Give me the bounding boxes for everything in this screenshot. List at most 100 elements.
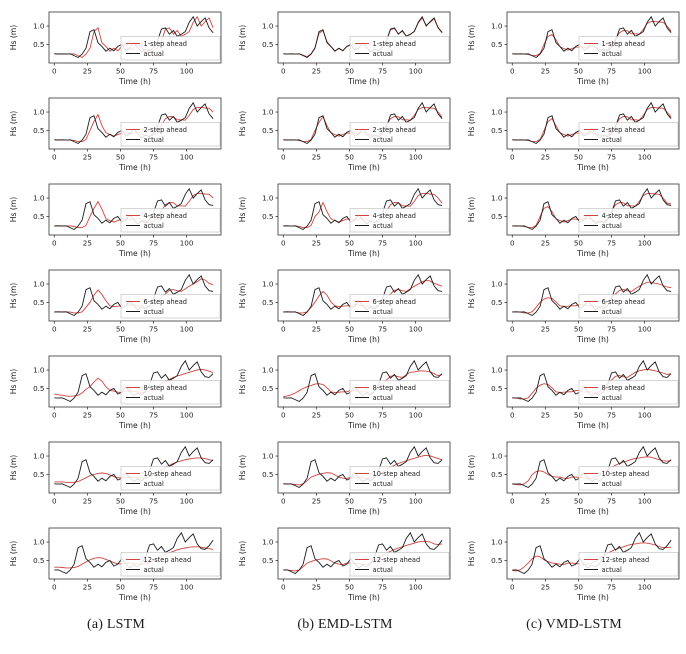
y-tick-label: 1.0 (491, 452, 503, 461)
x-tick-label: 100 (638, 239, 652, 248)
legend-label-actual: actual (602, 480, 622, 488)
legend: 12-step ahead actual (120, 552, 221, 577)
x-tick-label: 25 (541, 239, 550, 248)
y-tick-label: 1.0 (491, 280, 503, 289)
x-axis-label: Time (h) (118, 77, 151, 86)
y-axis-label: Hs (m) (238, 369, 247, 394)
legend-label-actual: actual (602, 394, 622, 402)
x-tick-label: 100 (180, 325, 194, 334)
x-tick-label: 75 (378, 325, 387, 334)
legend-label-predicted: 1-step ahead (144, 40, 187, 48)
legend-box (349, 122, 450, 147)
x-tick-label: 0 (52, 583, 57, 592)
x-tick-label: 25 (312, 411, 321, 420)
x-tick-label: 75 (149, 67, 158, 76)
y-axis-label: Hs (m) (238, 283, 247, 308)
x-tick-label: 100 (180, 67, 194, 76)
subplot-emd-1-step-ahead: 0 25 50 75 100 0.5 1.0 Time (h) Hs (m) 1-step ahe… (238, 11, 451, 86)
legend-label-predicted: 6-step ahead (373, 298, 416, 306)
caption-emd-lstm: (b) EMD-LSTM (297, 617, 393, 632)
legend-label-actual: actual (373, 50, 393, 58)
legend-box (349, 466, 450, 491)
x-tick-label: 0 (510, 583, 515, 592)
x-tick-label: 25 (83, 325, 92, 334)
plot-frame (277, 269, 451, 322)
x-axis-label: Time (h) (347, 335, 380, 344)
x-axis-label: Time (h) (118, 593, 151, 602)
y-tick-label: 1.0 (33, 108, 45, 117)
legend: 4-step ahead actual (120, 208, 221, 233)
x-tick-label: 75 (607, 153, 616, 162)
legend-label-actual: actual (373, 136, 393, 144)
subplot-lstm-6-step-ahead: 0 25 50 75 100 0.5 1.0 Time (h) Hs (m) 6-step ahe… (9, 269, 222, 344)
x-tick-label: 100 (409, 583, 423, 592)
y-tick-label: 0.5 (491, 40, 502, 49)
subplot-lstm-12-step-ahead: 0 25 50 75 100 0.5 1.0 Time (h) Hs (m) 12-step ah… (9, 527, 222, 602)
subplot-emd-2-step-ahead: 0 25 50 75 100 0.5 1.0 Time (h) Hs (m) 2-step ahe… (238, 97, 451, 172)
subplot-emd-10-step-ahead: 0 25 50 75 100 0.5 1.0 Time (h) Hs (m) 10-step ah… (238, 441, 451, 516)
x-axis-label: Time (h) (576, 421, 609, 430)
x-tick-label: 75 (149, 411, 158, 420)
plot-frame (48, 269, 222, 322)
x-tick-label: 100 (409, 411, 423, 420)
panels-vmd-lstm: 0 25 50 75 100 0.5 1.0 Time (h) Hs (m) 1-step ahe… (463, 6, 685, 608)
y-axis-label: Hs (m) (467, 283, 476, 308)
x-tick-label: 50 (574, 153, 584, 162)
x-axis-label: Time (h) (576, 163, 609, 172)
x-axis-label: Time (h) (118, 507, 151, 516)
x-tick-label: 100 (638, 583, 652, 592)
y-tick-label: 0.5 (491, 470, 502, 479)
subplot-emd-4-step-ahead: 0 25 50 75 100 0.5 1.0 Time (h) Hs (m) 4-step ahe… (238, 183, 451, 258)
legend-box (349, 36, 450, 61)
legend-box (578, 552, 679, 577)
legend: 8-step ahead actual (120, 380, 221, 405)
legend: 12-step ahead actual (578, 552, 679, 577)
legend-label-predicted: 6-step ahead (144, 298, 187, 306)
subplot-vmd-6-step-ahead: 0 25 50 75 100 0.5 1.0 Time (h) Hs (m) 6-step ahe… (467, 269, 680, 344)
x-tick-label: 25 (541, 411, 550, 420)
plot-frame (277, 355, 451, 408)
y-axis-label: Hs (m) (467, 25, 476, 50)
x-tick-label: 100 (638, 67, 652, 76)
legend-box (120, 122, 221, 147)
x-tick-label: 75 (149, 583, 158, 592)
x-tick-label: 25 (541, 583, 550, 592)
legend-label-actual: actual (144, 394, 164, 402)
y-tick-label: 1.0 (262, 280, 274, 289)
x-tick-label: 25 (541, 153, 550, 162)
x-tick-label: 50 (116, 67, 126, 76)
x-tick-label: 100 (180, 497, 194, 506)
legend-label-actual: actual (602, 308, 622, 316)
x-tick-label: 100 (638, 497, 652, 506)
caption-lstm: (a) LSTM (87, 617, 145, 632)
column-emd-lstm: 0 25 50 75 100 0.5 1.0 Time (h) Hs (m) 1-step ahe… (234, 6, 456, 633)
y-axis-label: Hs (m) (9, 25, 18, 50)
x-axis-label: Time (h) (347, 507, 380, 516)
x-tick-label: 25 (312, 497, 321, 506)
y-tick-label: 1.0 (33, 22, 45, 31)
x-tick-label: 100 (409, 239, 423, 248)
legend-box (120, 208, 221, 233)
x-tick-label: 75 (378, 497, 387, 506)
subplot-vmd-1-step-ahead: 0 25 50 75 100 0.5 1.0 Time (h) Hs (m) 1-step ahe… (467, 11, 680, 86)
x-tick-label: 50 (345, 497, 355, 506)
plot-frame (277, 527, 451, 580)
x-tick-label: 100 (409, 153, 423, 162)
x-axis-label: Time (h) (576, 507, 609, 516)
subplot-lstm-2-step-ahead: 0 25 50 75 100 0.5 1.0 Time (h) Hs (m) 2-step ahe… (9, 97, 222, 172)
legend-box (578, 36, 679, 61)
x-tick-label: 0 (281, 153, 286, 162)
x-tick-label: 100 (409, 497, 423, 506)
plot-frame (506, 355, 680, 408)
y-axis-label: Hs (m) (9, 111, 18, 136)
y-tick-label: 0.5 (262, 40, 273, 49)
y-tick-label: 0.5 (33, 384, 44, 393)
legend-label-actual: actual (373, 308, 393, 316)
y-tick-label: 0.5 (33, 470, 44, 479)
x-tick-label: 0 (281, 239, 286, 248)
legend-box (578, 294, 679, 319)
legend: 6-step ahead actual (349, 294, 450, 319)
legend-label-predicted: 4-step ahead (373, 212, 416, 220)
y-tick-label: 0.5 (491, 212, 502, 221)
column-vmd-lstm: 0 25 50 75 100 0.5 1.0 Time (h) Hs (m) 1-step ahe… (463, 6, 685, 633)
